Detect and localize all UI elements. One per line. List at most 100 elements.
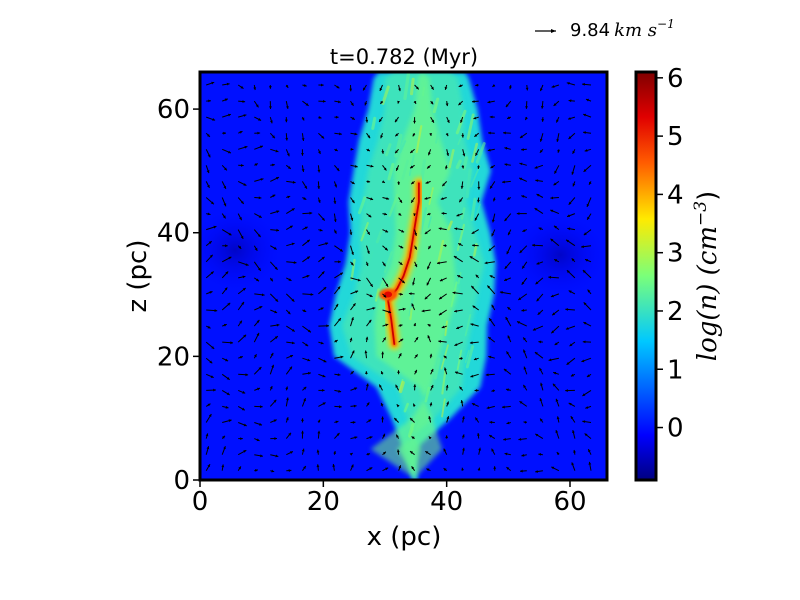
velocity-arrowhead: [238, 245, 242, 249]
velocity-arrowhead: [223, 131, 226, 135]
filament: [450, 281, 458, 308]
velocity-arrowhead: [540, 418, 543, 422]
y-tick-label: 60: [157, 95, 190, 125]
velocity-arrowhead: [438, 340, 442, 343]
velocity-arrowhead: [567, 214, 570, 217]
velocity-arrowhead: [553, 103, 557, 106]
velocity-arrowhead: [520, 469, 523, 473]
filament: [447, 220, 453, 231]
velocity-arrowhead: [424, 231, 428, 234]
dense-clump-core: [384, 291, 393, 298]
velocity-arrowhead: [301, 430, 304, 434]
velocity-arrowhead: [506, 388, 509, 392]
velocity-arrowhead: [493, 198, 496, 202]
velocity-arrowhead: [568, 403, 572, 406]
velocity-arrowhead: [258, 267, 261, 271]
velocity-arrowhead: [567, 227, 571, 231]
velocity-arrowhead: [532, 243, 535, 247]
velocity-arrowhead: [338, 389, 342, 393]
velocity-arrowhead: [410, 451, 413, 454]
velocity-arrowhead: [349, 88, 353, 92]
velocity-arrowhead: [364, 350, 368, 354]
velocity-arrowhead: [380, 101, 384, 104]
velocity-arrowhead: [243, 114, 247, 117]
velocity-arrowhead: [502, 405, 505, 409]
velocity-arrowhead: [431, 119, 434, 123]
velocity-arrowhead: [228, 419, 232, 423]
velocity-arrowhead: [397, 100, 400, 104]
velocity-arrowhead: [586, 98, 589, 102]
velocity-arrowhead: [535, 470, 538, 473]
velocity-arrowhead: [474, 217, 478, 221]
velocity-arrowhead: [486, 406, 490, 410]
velocity-arrowhead: [556, 452, 560, 455]
velocity-arrowhead: [274, 266, 278, 270]
velocity-arrowhead: [469, 341, 473, 345]
velocity-arrowhead: [243, 423, 247, 427]
velocity-arrowhead: [411, 199, 414, 203]
velocity-arrowhead: [223, 185, 226, 189]
velocity-arrowhead: [506, 421, 510, 425]
velocity-arrowhead: [565, 327, 569, 330]
velocity-arrowhead: [519, 401, 523, 404]
velocity-arrowhead: [381, 180, 385, 183]
velocity-arrowhead: [487, 148, 491, 152]
velocity-arrowhead: [462, 447, 465, 451]
velocity-arrowhead: [489, 275, 493, 278]
velocity-arrowhead: [439, 296, 443, 300]
velocity-arrowhead: [351, 200, 355, 204]
velocity-arrowhead: [523, 421, 527, 424]
velocity-arrowhead: [508, 232, 511, 236]
velocity-arrowhead: [291, 298, 295, 302]
velocity-arrowhead: [259, 422, 262, 426]
velocity-arrowhead: [322, 402, 326, 406]
velocity-arrowhead: [316, 449, 320, 453]
velocity-arrowhead: [399, 262, 403, 265]
velocity-arrowhead: [205, 433, 209, 437]
velocity-arrowhead: [550, 196, 554, 200]
filament: [462, 156, 469, 171]
velocity-arrowhead: [491, 233, 495, 237]
velocity-arrowhead: [321, 256, 325, 260]
velocity-arrowhead: [491, 389, 495, 392]
velocity-arrowhead: [381, 151, 385, 154]
velocity-arrowhead: [427, 266, 430, 270]
velocity-arrowhead: [568, 136, 572, 139]
velocity-arrowhead: [239, 217, 242, 221]
velocity-arrowhead: [351, 317, 354, 321]
velocity-arrowhead: [272, 194, 276, 198]
filament: [408, 419, 420, 442]
filament: [375, 228, 384, 244]
velocity-arrowhead: [303, 386, 307, 390]
velocity-arrowhead: [443, 468, 447, 471]
velocity-arrowhead: [458, 84, 462, 87]
velocity-arrowhead: [287, 311, 291, 315]
velocity-arrowhead: [349, 232, 353, 235]
velocity-arrowhead: [221, 464, 225, 468]
velocity-arrowhead: [211, 81, 215, 85]
velocity-arrowhead: [429, 402, 433, 406]
velocity-arrowhead: [446, 416, 450, 420]
velocity-arrowhead: [581, 359, 585, 363]
velocity-arrowhead: [491, 219, 495, 223]
velocity-arrowhead: [487, 100, 491, 104]
velocity-arrowhead: [308, 371, 311, 375]
velocity-arrowhead: [473, 357, 477, 361]
velocity-arrowhead: [352, 421, 356, 424]
velocity-arrowhead: [428, 416, 432, 419]
velocity-arrowhead: [571, 258, 575, 262]
velocity-arrowhead: [586, 203, 590, 207]
velocity-arrowhead: [503, 131, 506, 135]
velocity-arrowhead: [287, 195, 291, 199]
velocity-arrowhead: [554, 170, 557, 174]
velocity-arrowhead: [243, 450, 247, 453]
velocity-arrowhead: [427, 324, 431, 327]
velocity-arrowhead: [275, 149, 279, 153]
velocity-arrowhead: [260, 405, 263, 409]
velocity-arrowhead: [470, 323, 474, 326]
velocity-arrowhead: [534, 352, 538, 355]
velocity-arrowhead: [516, 212, 520, 215]
velocity-arrowhead: [523, 337, 526, 341]
velocity-arrowhead: [258, 215, 262, 218]
velocity-arrowhead: [383, 451, 386, 455]
